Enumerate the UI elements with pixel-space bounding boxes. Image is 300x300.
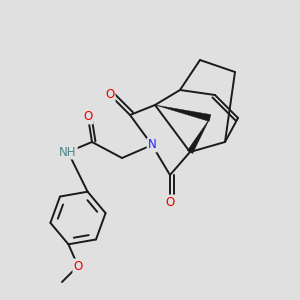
Text: O: O [74, 260, 82, 272]
Text: O: O [105, 88, 115, 101]
Polygon shape [188, 118, 210, 154]
Text: O: O [83, 110, 93, 124]
Polygon shape [155, 105, 211, 122]
Text: N: N [148, 139, 156, 152]
Text: NH: NH [59, 146, 77, 158]
Text: O: O [165, 196, 175, 208]
